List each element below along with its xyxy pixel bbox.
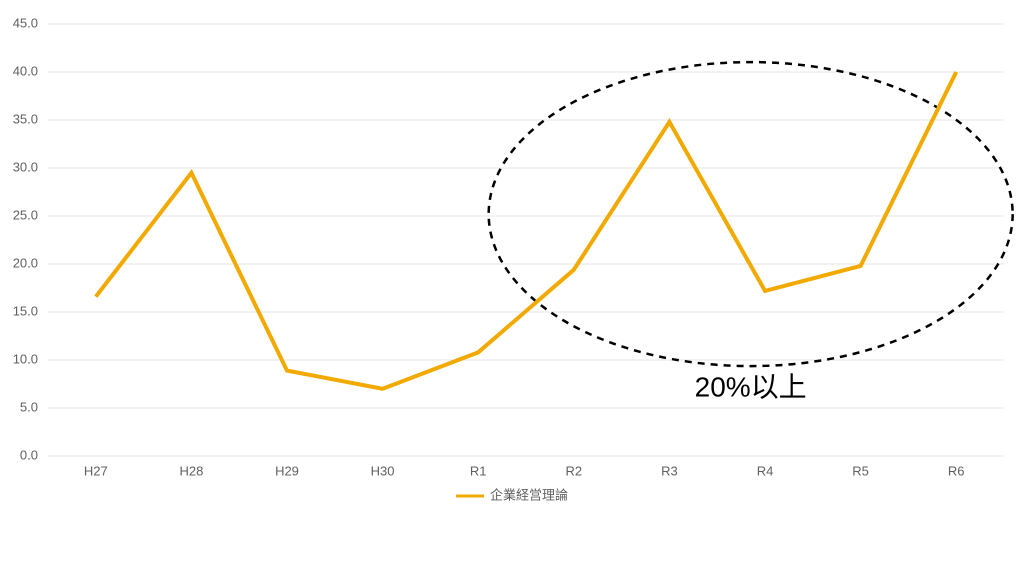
y-tick-label: 20.0 bbox=[13, 255, 38, 270]
y-tick-label: 35.0 bbox=[13, 111, 38, 126]
y-tick-label: 30.0 bbox=[13, 159, 38, 174]
x-tick-label: R3 bbox=[661, 464, 678, 479]
y-tick-label: 0.0 bbox=[20, 447, 38, 462]
x-tick-label: R4 bbox=[757, 464, 774, 479]
chart-container: 0.0 5.0 10.0 15.0 20.0 25.0 30.0 35.0 40.0 45.0 H2… bbox=[0, 0, 1024, 576]
y-tick-label: 25.0 bbox=[13, 207, 38, 222]
x-tick-label: H28 bbox=[179, 464, 203, 479]
y-tick-label: 5.0 bbox=[20, 399, 38, 414]
line-chart: 0.0 5.0 10.0 15.0 20.0 25.0 30.0 35.0 40.0 45.0 H2… bbox=[0, 0, 1024, 576]
y-tick-label: 10.0 bbox=[13, 351, 38, 366]
y-tick-label: 15.0 bbox=[13, 303, 38, 318]
y-tick-label: 45.0 bbox=[13, 15, 38, 30]
annotation-label: 20%以上 bbox=[695, 371, 807, 402]
y-tick-label: 40.0 bbox=[13, 63, 38, 78]
annotation-ellipse bbox=[489, 62, 1013, 366]
legend-label: 企業経営理論 bbox=[490, 487, 568, 502]
x-tick-label: R2 bbox=[565, 464, 582, 479]
x-tick-label: H29 bbox=[275, 464, 299, 479]
x-tick-label: H30 bbox=[371, 464, 395, 479]
x-tick-label: R6 bbox=[948, 464, 965, 479]
x-tick-label: H27 bbox=[84, 464, 108, 479]
x-tick-label: R5 bbox=[852, 464, 869, 479]
x-tick-label: R1 bbox=[470, 464, 487, 479]
